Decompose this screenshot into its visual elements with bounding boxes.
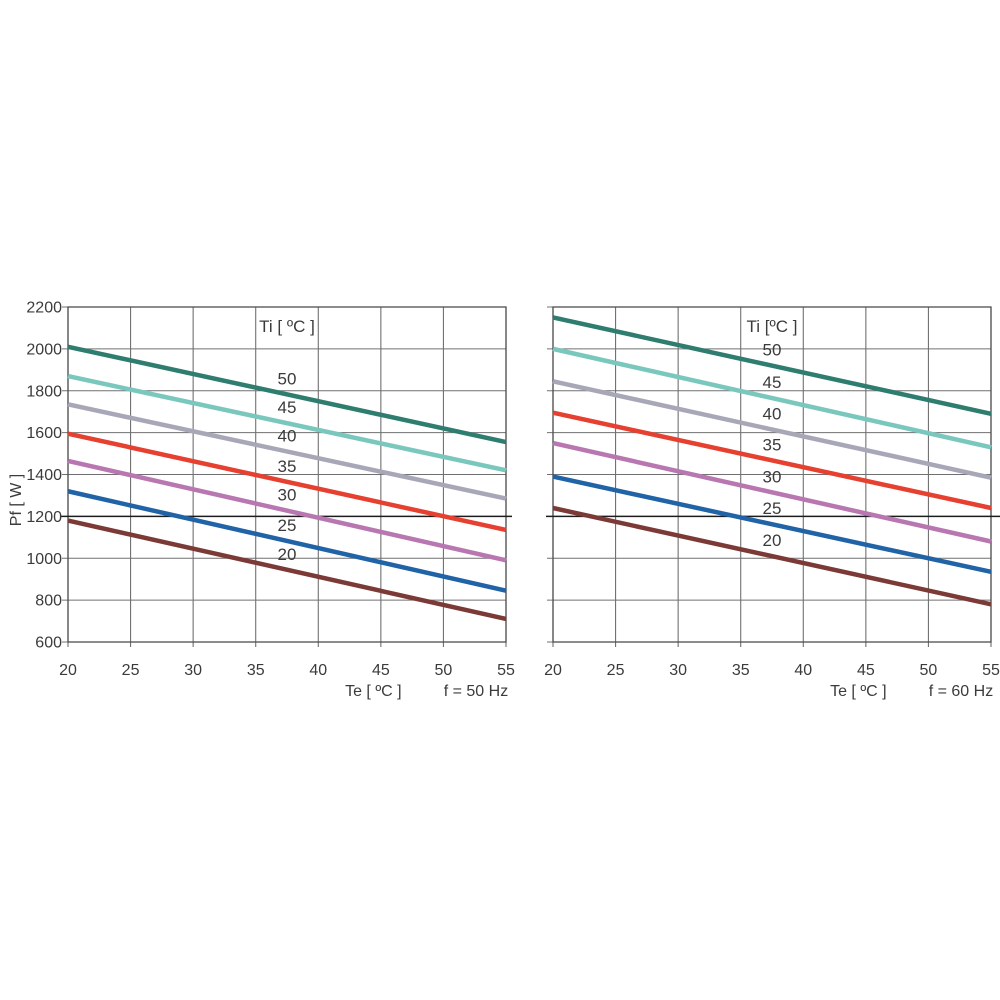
x-tick-label-50: 50 [435,662,453,679]
y-tick-label-2000: 2000 [26,341,62,358]
series-line-ti-20 [67,518,507,622]
x-tick-label-45: 45 [857,662,875,679]
series-label-ti-25: 25 [763,499,782,518]
x-tick-label-35: 35 [247,662,265,679]
y-tick-label-600: 600 [35,635,62,652]
y-tick-label-1200: 1200 [26,509,62,526]
plot-border [67,306,507,643]
x-tick-label-45: 45 [372,662,390,679]
x-tick-label-40: 40 [794,662,812,679]
series-line-ti-45 [552,346,992,450]
x-tick-label-55: 55 [497,662,515,679]
frequency-label: f = 50 Hz [444,683,508,700]
series-label-ti-50: 50 [763,341,782,360]
x-tick-label-25: 25 [607,662,625,679]
x-tick-label-55: 55 [982,662,1000,679]
x-tick-label-30: 30 [184,662,202,679]
x-axis-label: Te [ ºC ] [345,683,402,700]
series-line-ti-40 [552,379,992,480]
series-label-ti-50: 50 [278,369,297,388]
series-label-ti-25: 25 [278,516,297,535]
series-label-ti-45: 45 [763,373,782,392]
x-tick-label-50: 50 [920,662,938,679]
frequency-label: f = 60 Hz [929,683,993,700]
x-tick-label-20: 20 [59,662,77,679]
series-line-ti-40 [67,402,507,501]
x-tick-label-40: 40 [309,662,327,679]
series-line-ti-50 [552,315,992,416]
series-line-ti-30 [67,458,507,563]
series-line-ti-30 [552,440,992,544]
x-tick-label-30: 30 [669,662,687,679]
y-axis-label: Pf [ W ] [8,474,25,526]
series-label-ti-40: 40 [278,426,297,445]
y-tick-label-1600: 1600 [26,425,62,442]
series-line-ti-45 [67,373,507,473]
series-label-ti-20: 20 [763,531,782,550]
series-label-ti-35: 35 [278,457,297,476]
y-tick-label-1800: 1800 [26,383,62,400]
x-tick-label-25: 25 [122,662,140,679]
series-line-ti-35 [67,431,507,533]
y-tick-label-2200: 2200 [26,300,62,317]
chart-50hz: 50 45 40 35 30 25 20 Ti [ ºC ] 20 25 30 35 40 45 50 55 T… [8,300,515,701]
series-label-ti-45: 45 [278,398,297,417]
legend-title: Ti [ ºC ] [259,317,315,336]
series-label-ti-20: 20 [278,545,297,564]
y-tick-label-1400: 1400 [26,467,62,484]
series-line-ti-35 [552,410,992,511]
legend-title: Ti [ºC ] [747,317,798,336]
x-axis-label: Te [ ºC ] [830,683,887,700]
plot-border [552,306,992,643]
series-line-ti-25 [67,489,507,593]
series-label-ti-35: 35 [763,435,782,454]
x-tick-label-20: 20 [544,662,562,679]
series-label-ti-40: 40 [763,404,782,423]
series-label-ti-30: 30 [763,467,782,486]
y-tick-label-800: 800 [35,593,62,610]
series-label-ti-30: 30 [278,486,297,505]
series-line-ti-25 [552,474,992,575]
x-tick-label-35: 35 [732,662,750,679]
series-line-ti-50 [67,344,507,445]
y-tick-label-1000: 1000 [26,551,62,568]
series-line-ti-20 [552,505,992,607]
chart-60hz: 50 45 40 35 30 25 20 Ti [ºC ] 20 25 30 35 40 45 50 55 Te… [544,306,1000,700]
